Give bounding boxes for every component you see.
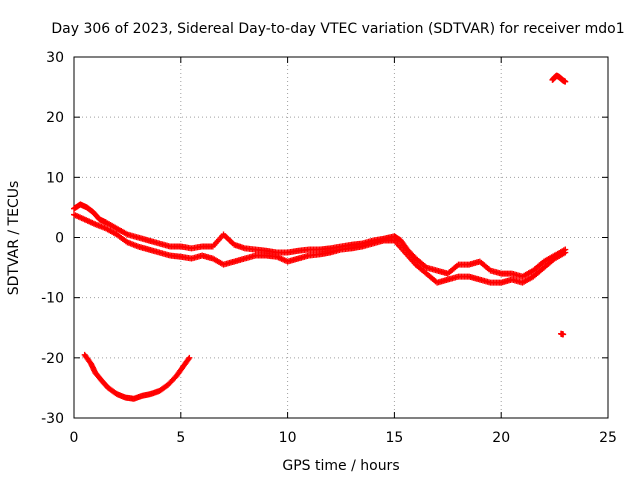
y-tick-label: -10 xyxy=(41,291,64,307)
x-tick-label: 5 xyxy=(176,430,185,446)
x-tick-label: 15 xyxy=(385,430,403,446)
x-tick-label: 25 xyxy=(599,430,617,446)
data-point xyxy=(185,356,192,363)
x-tick-label: 10 xyxy=(279,430,297,446)
y-tick-label: 20 xyxy=(46,110,64,126)
y-axis-label: SDTVAR / TECUs xyxy=(6,181,22,296)
data-points xyxy=(71,72,569,402)
x-tick-label: 20 xyxy=(492,430,510,446)
grid xyxy=(74,57,608,418)
y-tick-label: -30 xyxy=(41,411,64,427)
axis-ticks: 0 5 10 15 20 25 -30 -20 -10 0 10 20 30 xyxy=(41,50,617,446)
y-tick-label: 10 xyxy=(46,170,64,186)
x-tick-label: 0 xyxy=(70,430,79,446)
y-tick-label: 30 xyxy=(46,50,64,66)
y-tick-label: -20 xyxy=(41,351,64,367)
chart-title: Day 306 of 2023, Sidereal Day-to-day VTE… xyxy=(51,21,624,37)
y-tick-label: 0 xyxy=(55,231,64,247)
data-point xyxy=(562,249,569,256)
data-point xyxy=(186,354,193,361)
data-point xyxy=(560,331,567,338)
data-point xyxy=(562,78,569,85)
x-axis-label: GPS time / hours xyxy=(282,458,399,474)
